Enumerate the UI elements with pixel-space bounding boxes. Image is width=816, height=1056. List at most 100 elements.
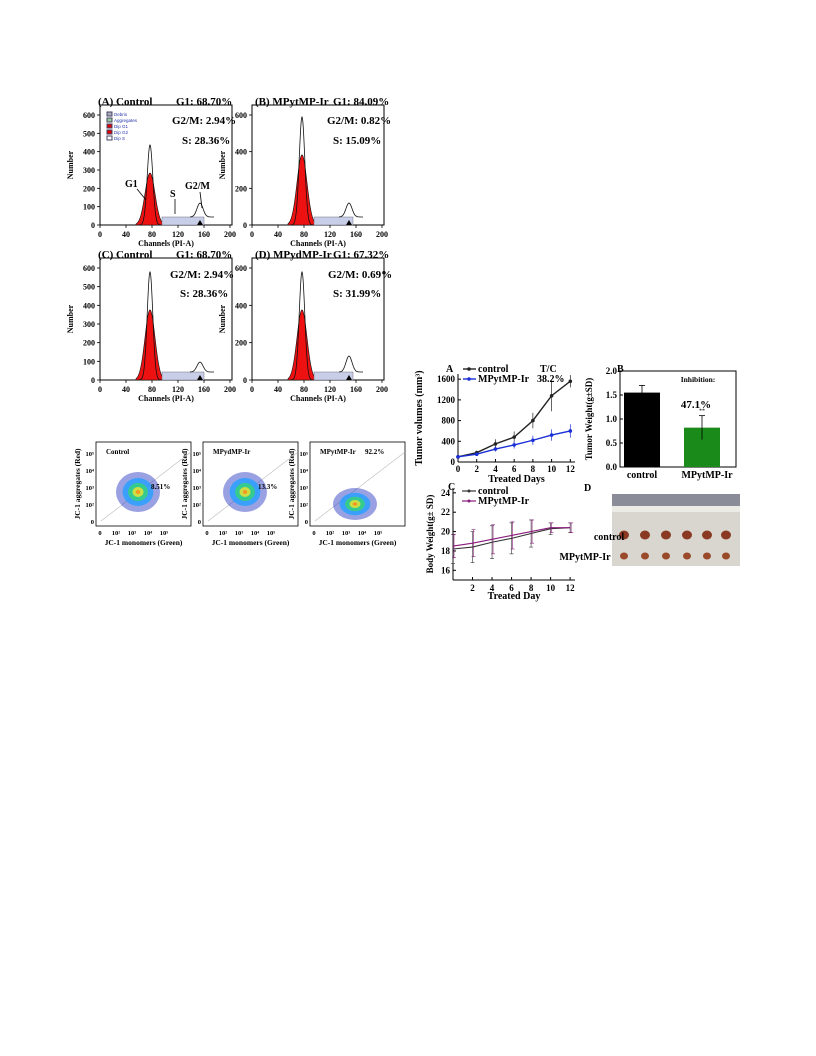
gate-marker (197, 375, 203, 380)
g1-peak (287, 309, 317, 381)
s-phase-band (161, 371, 205, 381)
data-point (512, 435, 516, 439)
y-axis-label: Number (66, 150, 75, 179)
density-ring (135, 490, 141, 494)
x-tick-label: 4 (493, 464, 498, 474)
y-tick-label: 20 (441, 527, 451, 537)
data-point (512, 443, 516, 447)
y-tick-label: 500 (83, 283, 95, 292)
chart-a-annotation: 38.2% (537, 374, 565, 385)
y-tick-label: 600 (83, 111, 95, 120)
legend-label: control (478, 486, 509, 497)
jc1-x-tick: 10³ (128, 530, 137, 537)
data-point (549, 433, 554, 437)
x-tick-label: 200 (224, 385, 236, 394)
jc1-y-tick: 10² (86, 502, 95, 509)
jc1-x-tick: 10⁴ (358, 530, 367, 537)
y-tick-label: 800 (442, 416, 456, 426)
x-tick-label: 0 (98, 385, 102, 394)
y-tick-label: 1.0 (606, 414, 618, 424)
x-tick-label: 120 (172, 230, 184, 239)
gate-marker (346, 375, 352, 380)
y-tick-label: 600 (235, 111, 247, 120)
x-tick-label: 8 (529, 583, 534, 593)
flow-a-s: S: 28.36% (182, 135, 230, 147)
chart-tumor-volume: A 0 2 4 6 8 10 12 0 400 800 1200 1600 Treated Days Tum… (414, 364, 575, 485)
y-tick-label: 24 (441, 488, 451, 498)
flow-c-s: S: 28.36% (180, 288, 228, 300)
x-tick-label: 80 (300, 230, 308, 239)
jc1-y-tick: 10⁴ (86, 468, 95, 475)
flow-d-g2m: G2/M: 0.69% (328, 269, 392, 281)
jc1-x-tick: 10⁵ (160, 530, 169, 537)
legend-label: control (478, 364, 509, 375)
jc1-y-tick: 10⁵ (300, 451, 309, 458)
y-tick-label: 2.0 (606, 366, 618, 376)
jc1-x-label: JC-1 monomers (Green) (105, 538, 183, 547)
legend-label: MPytMP-Ir (478, 496, 530, 507)
y-tick-label: 18 (441, 546, 451, 556)
jc1-y-tick: 0 (198, 519, 201, 526)
s-phase-band (161, 216, 205, 226)
x-axis-label: Channels (PI-A) (138, 394, 194, 403)
category-label: MPytMP-Ir (681, 470, 733, 481)
data-point (474, 452, 479, 457)
panel-b-letter: B (617, 364, 624, 375)
jc1-x-tick: 0 (98, 530, 101, 537)
histogram-outline (138, 270, 162, 381)
histogram-outline (290, 270, 314, 381)
flow-a-g2m: G2/M: 2.94% (172, 115, 236, 127)
tumor-control (661, 530, 671, 540)
s-phase-band (313, 371, 354, 381)
flow-c-g2m: G2/M: 2.94% (170, 269, 234, 281)
y-tick-label: 1200 (437, 395, 456, 405)
jc1-x-tick: 10² (219, 530, 228, 537)
density-ring (242, 490, 248, 494)
legend-marker (467, 489, 471, 493)
tumor-control (619, 530, 629, 540)
y-tick-label: 16 (441, 565, 451, 575)
x-tick-label: 0 (250, 230, 254, 239)
jc1-x-tick: 10⁵ (374, 530, 383, 537)
g1-peak (287, 154, 317, 226)
x-tick-label: 40 (274, 230, 282, 239)
y-tick-label: 0 (91, 376, 95, 385)
y-tick-label: 200 (83, 339, 95, 348)
jc1-y-tick: 10³ (300, 485, 309, 492)
y-tick-label: 100 (83, 357, 95, 366)
legend-dip-g2: Dip G2 (114, 130, 129, 135)
jc1-y-tick: 10⁵ (86, 451, 95, 458)
jc1-percent: 92.2% (365, 448, 384, 456)
x-tick-label: 160 (350, 385, 362, 394)
x-tick-label: 2 (474, 464, 479, 474)
jc1-y-tick: 0 (305, 519, 308, 526)
legend-dip-s: Dip S (114, 136, 125, 141)
jc1-x-label: JC-1 monomers (Green) (319, 538, 397, 547)
y-tick-label: 400 (235, 301, 247, 310)
jc1-y-tick: 10⁵ (193, 451, 202, 458)
photo-row-mpytmp: MPytMP-Ir (559, 552, 611, 563)
tumor-control (702, 530, 712, 540)
jc1-panel-title: MPydMP-Ir (213, 448, 250, 456)
tumor-control (640, 530, 650, 540)
jc1-y-tick: 10⁴ (300, 468, 309, 475)
flow-a-g1: G1: 68.70% (176, 96, 232, 108)
chart-a-title: T/C (540, 364, 557, 375)
significance-mark: ** (699, 409, 705, 415)
legend-marker (467, 367, 471, 371)
flow-a-peak-g2m: G2/M (185, 181, 211, 192)
y-tick-label: 1600 (437, 374, 456, 384)
flow-b-g1: G1: 84.09% (333, 96, 389, 108)
density-ring (352, 502, 358, 506)
data-point (568, 379, 573, 384)
flow-b-label: (B) MPytMP-Ir (255, 96, 329, 108)
y-tick-label: 0.0 (606, 462, 618, 472)
flow-d-g1: G1: 67.32% (333, 249, 389, 261)
x-tick-label: 2 (470, 583, 475, 593)
x-tick-label: 120 (324, 230, 336, 239)
jc1-percent: 8.51% (151, 483, 170, 491)
y-tick-label: 200 (83, 184, 95, 193)
chart-tumor-weight: B 0.0 0.5 1.0 1.5 2.0 Tumor Weight(g±SD) contro… (584, 364, 737, 481)
legend-aggregates: Aggregates (114, 118, 138, 123)
